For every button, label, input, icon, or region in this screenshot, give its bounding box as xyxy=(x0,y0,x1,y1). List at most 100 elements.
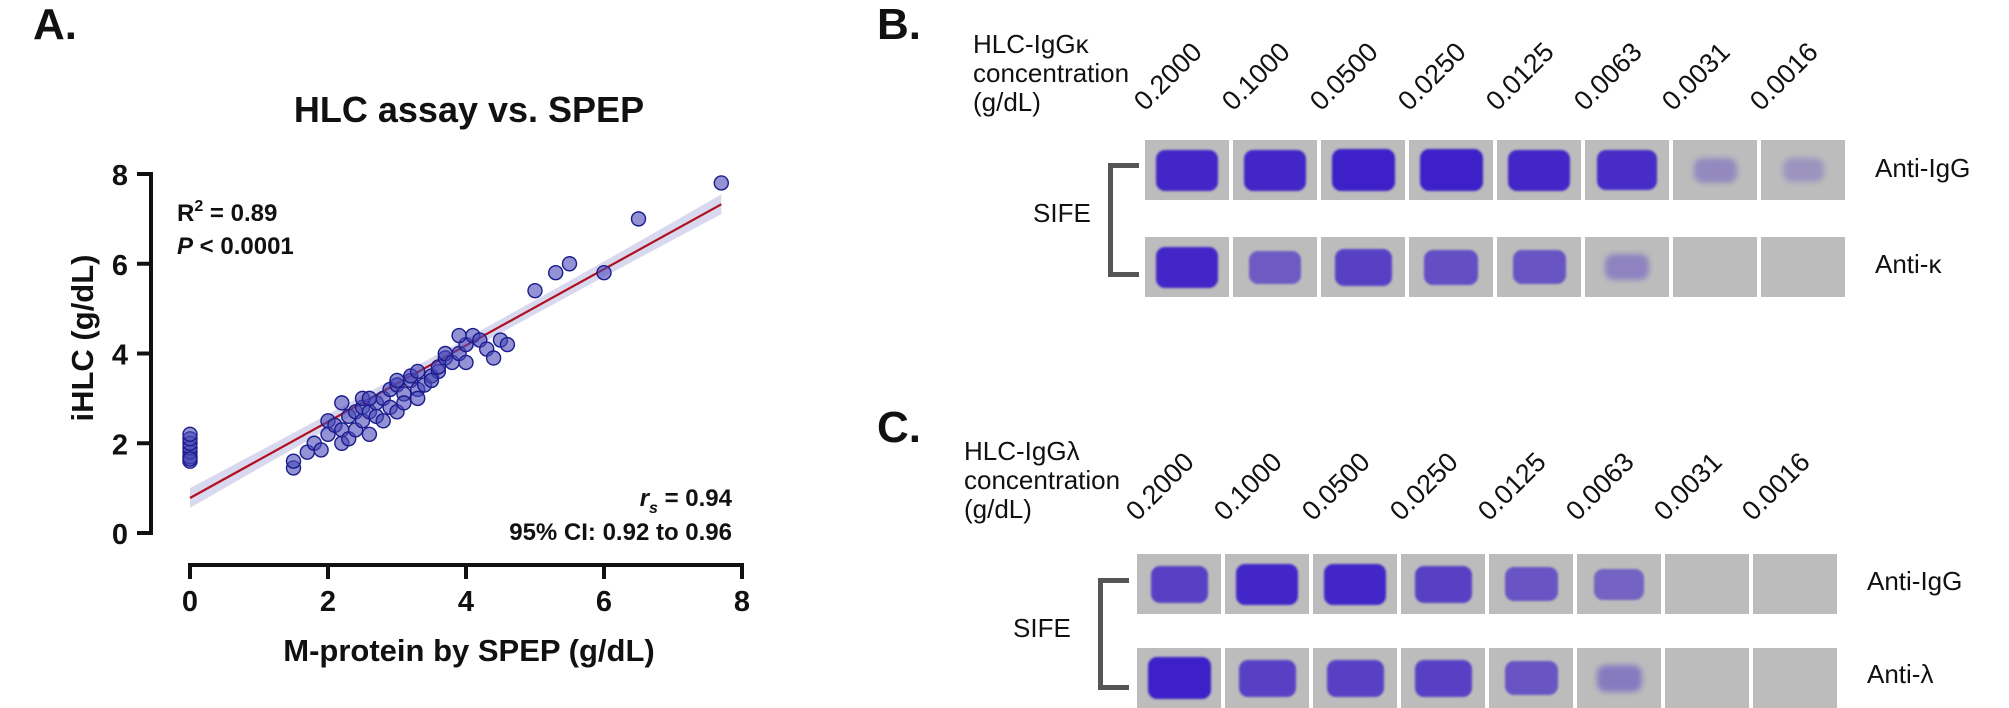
panel-c-label-line-1: HLC-IgGλ xyxy=(964,436,1080,466)
concentration-label: 0.0500 xyxy=(1304,36,1384,117)
concentration-label: 0.0125 xyxy=(1472,446,1552,527)
x-tick-label: 8 xyxy=(734,586,750,618)
gel-lane xyxy=(1489,648,1573,708)
concentration-label: 0.0500 xyxy=(1296,446,1376,527)
gel-band xyxy=(1505,661,1558,695)
concentration-label: 0.0250 xyxy=(1392,36,1472,117)
panel-b-label-line-1: HLC-IgGκ xyxy=(973,29,1089,59)
data-point xyxy=(361,390,378,407)
gel-lane xyxy=(1233,140,1317,200)
data-point xyxy=(410,363,426,380)
gel-band xyxy=(1249,251,1301,284)
gel-band xyxy=(1424,250,1478,285)
data-point xyxy=(485,350,502,366)
gel-lane xyxy=(1409,237,1493,297)
gel-band xyxy=(1148,657,1211,699)
gel-lane xyxy=(1321,140,1405,200)
concentration-label: 0.0250 xyxy=(1384,446,1464,527)
x-tick-label: 6 xyxy=(596,586,612,618)
gel-band xyxy=(1605,254,1649,280)
gel-lane xyxy=(1753,648,1837,708)
gel-band xyxy=(1327,660,1384,697)
panel-b-sife-label: SIFE xyxy=(1033,198,1091,228)
gel-lane xyxy=(1577,554,1661,614)
gel-band xyxy=(1420,149,1483,191)
data-point xyxy=(182,451,198,467)
concentration-label: 0.0031 xyxy=(1648,446,1728,527)
gel-band xyxy=(1239,660,1296,697)
data-point xyxy=(561,256,578,272)
data-point xyxy=(713,175,729,191)
concentration-label: 0.0063 xyxy=(1568,36,1648,117)
scatter-chart: HLC assay vs. SPEP 0 2 4 6 8 0 2 4 6 8 iHLC (g/dL… xyxy=(65,89,750,668)
r2-stat: R2 = 0.89 xyxy=(177,198,277,227)
concentration-label: 0.1000 xyxy=(1208,446,1288,527)
gel-lane xyxy=(1665,648,1749,708)
gel-band xyxy=(1156,247,1218,288)
y-tick-label: 4 xyxy=(112,340,128,372)
concentration-label: 0.0125 xyxy=(1480,36,1560,117)
concentration-label: 0.0016 xyxy=(1744,36,1824,117)
gel-band xyxy=(1594,569,1644,600)
gel-lane xyxy=(1673,140,1757,200)
panel-b-label-line-2: concentration xyxy=(973,58,1130,88)
gel-lane xyxy=(1673,237,1757,297)
concentration-label: 0.2000 xyxy=(1128,36,1208,117)
data-point xyxy=(313,442,329,458)
gel-lane xyxy=(1761,140,1845,200)
data-point xyxy=(375,413,391,429)
data-point xyxy=(451,327,467,344)
panel-c-row-label-anti-lambda: Anti-λ xyxy=(1867,659,1934,689)
gel-lane xyxy=(1401,554,1485,614)
gel-lane xyxy=(1665,554,1749,614)
data-point xyxy=(630,211,647,227)
panel-b-row-label-anti-igg: Anti-IgG xyxy=(1875,153,1971,183)
rs-stat: rs = 0.94 xyxy=(640,485,733,517)
concentration-label: 0.0031 xyxy=(1656,36,1736,117)
gel-lane xyxy=(1753,554,1837,614)
panel-b-label-line-3: (g/dL) xyxy=(973,87,1041,117)
gel-band xyxy=(1324,564,1386,605)
gel-lane xyxy=(1401,648,1485,708)
gel-band xyxy=(1415,660,1472,697)
ci-stat: 95% CI: 0.92 to 0.96 xyxy=(509,519,732,546)
y-tick-label: 6 xyxy=(112,250,128,282)
data-point xyxy=(389,372,405,389)
gel-lane xyxy=(1225,554,1309,614)
panel-c-concentration-label: HLC-IgGλ concentration (g/dL) xyxy=(964,437,1120,524)
gel-band xyxy=(1151,566,1208,603)
gel-band xyxy=(1335,249,1392,286)
panel-c-sife-bracket xyxy=(1098,578,1129,690)
panel-b-sife-bracket xyxy=(1108,163,1139,277)
gel-lane xyxy=(1145,237,1229,297)
y-tick-label: 2 xyxy=(112,429,128,461)
panel-b-row-label-anti-kappa: Anti-κ xyxy=(1875,249,1942,279)
gel-lane xyxy=(1409,140,1493,200)
gel-band xyxy=(1783,158,1824,182)
data-point xyxy=(499,336,516,353)
gel-lane xyxy=(1137,554,1221,614)
gel-lane xyxy=(1585,237,1669,297)
y-tick-label: 8 xyxy=(112,160,128,192)
data-point xyxy=(334,395,350,411)
data-point xyxy=(361,426,378,442)
gel-band xyxy=(1156,150,1218,191)
gel-lane xyxy=(1497,140,1581,200)
gel-lane xyxy=(1761,237,1845,297)
data-point xyxy=(423,372,440,389)
data-point xyxy=(410,390,426,407)
gel-band xyxy=(1694,158,1737,183)
gel-band xyxy=(1236,564,1298,605)
y-tick-label: 0 xyxy=(112,519,128,551)
x-axis-label: M-protein by SPEP (g/dL) xyxy=(283,633,654,668)
gel-band xyxy=(1597,665,1642,692)
data-point xyxy=(548,265,564,281)
concentration-label: 0.0016 xyxy=(1736,446,1816,527)
gel-band xyxy=(1597,150,1657,190)
data-point xyxy=(527,282,543,299)
gel-band xyxy=(1513,250,1566,284)
gel-band xyxy=(1244,150,1306,191)
panel-c-row-label-anti-igg: Anti-IgG xyxy=(1867,566,1963,596)
gel-band xyxy=(1415,566,1472,603)
p-stat: P < 0.0001 xyxy=(177,233,294,260)
